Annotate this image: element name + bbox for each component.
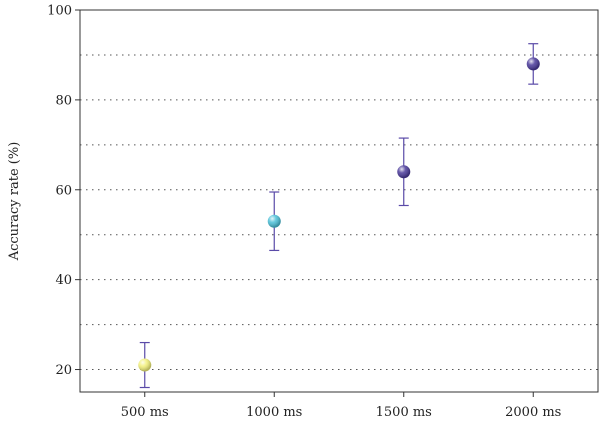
data-point-group — [138, 341, 152, 389]
data-point-group — [526, 43, 540, 85]
x-axis-ticks: 500 ms 1000 ms 1500 ms 2000 ms — [121, 392, 561, 420]
y-axis-title: Accuracy rate (%) — [7, 142, 22, 262]
data-point-sheen — [138, 358, 152, 372]
x-tick-label: 2000 ms — [505, 405, 561, 420]
x-tick-label: 1000 ms — [246, 405, 302, 420]
y-tick-label: 20 — [55, 363, 72, 378]
y-tick-label: 100 — [47, 4, 72, 19]
data-point-sheen — [526, 57, 540, 71]
y-tick-label: 80 — [55, 93, 72, 108]
data-point-group — [397, 137, 411, 207]
data-points — [138, 43, 540, 389]
data-point-sheen — [267, 214, 281, 228]
plot-frame — [79, 9, 599, 393]
y-tick-label: 40 — [55, 273, 72, 288]
gridlines — [80, 54, 598, 371]
data-point-sheen — [397, 165, 411, 179]
x-tick-label: 500 ms — [121, 405, 169, 420]
y-tick-label: 60 — [55, 183, 72, 198]
y-axis-ticks: 20 40 60 80 100 — [47, 4, 80, 378]
data-point-group — [267, 191, 281, 252]
x-tick-label: 1500 ms — [376, 405, 432, 420]
